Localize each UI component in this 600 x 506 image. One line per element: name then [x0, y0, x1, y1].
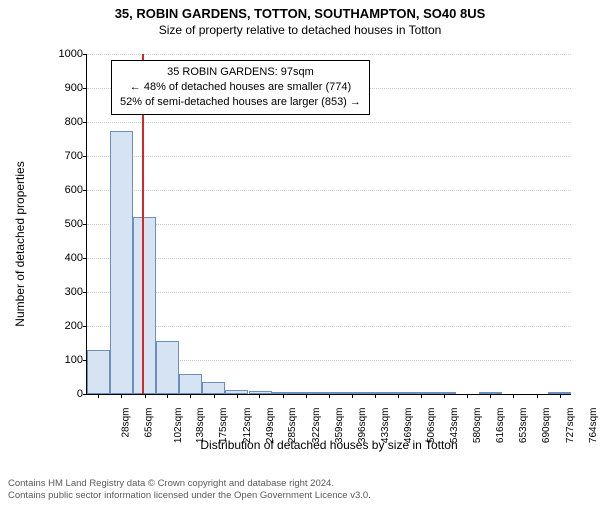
x-tick-label: 28sqm — [121, 408, 132, 438]
x-tick-label: 764sqm — [588, 408, 599, 444]
x-tick-label: 469sqm — [403, 408, 414, 444]
gridline — [87, 292, 571, 293]
y-tick-label: 900 — [49, 82, 83, 94]
info-box-line: 35 ROBIN GARDENS: 97sqm — [120, 65, 361, 80]
histogram-bar — [110, 131, 133, 395]
info-box-line: 52% of semi-detached houses are larger (… — [120, 95, 361, 110]
gridline — [87, 156, 571, 157]
x-tick-label: 580sqm — [472, 408, 483, 444]
gridline — [87, 190, 571, 191]
info-box-line: ← 48% of detached houses are smaller (77… — [120, 80, 361, 95]
histogram-bar — [156, 341, 179, 394]
chart-subtitle: Size of property relative to detached ho… — [0, 23, 600, 37]
histogram-bar — [87, 350, 110, 394]
x-tick-label: 285sqm — [287, 408, 298, 444]
gridline — [87, 224, 571, 225]
x-tick-label: 102sqm — [173, 408, 184, 444]
x-tick-label: 616sqm — [495, 408, 506, 444]
x-axis-label: Distribution of detached houses by size … — [200, 438, 457, 452]
x-tick-label: 322sqm — [311, 408, 322, 444]
x-tick-label: 433sqm — [380, 408, 391, 444]
x-tick-label: 543sqm — [449, 408, 460, 444]
x-tick-label: 212sqm — [242, 408, 253, 444]
y-tick-label: 500 — [49, 218, 83, 230]
y-tick-label: 1000 — [49, 48, 83, 60]
plot-wrap: Number of detached properties Distributi… — [50, 54, 580, 434]
x-tick-label: 396sqm — [357, 408, 368, 444]
footer-line-2: Contains public sector information licen… — [8, 490, 371, 502]
gridline — [87, 326, 571, 327]
y-tick-label: 0 — [49, 388, 83, 400]
histogram-bar — [202, 382, 225, 394]
x-tick-label: 359sqm — [334, 408, 345, 444]
histogram-bar — [179, 374, 202, 394]
x-tick-label: 249sqm — [265, 408, 276, 444]
plot-area: Distribution of detached houses by size … — [86, 54, 571, 395]
gridline — [87, 54, 571, 55]
y-tick-label: 300 — [49, 286, 83, 298]
y-tick-label: 400 — [49, 252, 83, 264]
gridline — [87, 122, 571, 123]
histogram-bar — [133, 217, 156, 394]
gridline — [87, 258, 571, 259]
y-tick-label: 200 — [49, 320, 83, 332]
y-tick-label: 100 — [49, 354, 83, 366]
footer: Contains HM Land Registry data © Crown c… — [8, 478, 371, 502]
y-tick-label: 700 — [49, 150, 83, 162]
x-tick-label: 65sqm — [144, 408, 155, 438]
x-tick-label: 690sqm — [541, 408, 552, 444]
y-tick-label: 600 — [49, 184, 83, 196]
x-tick-label: 175sqm — [219, 408, 230, 444]
info-box: 35 ROBIN GARDENS: 97sqm← 48% of detached… — [111, 60, 370, 115]
x-tick-label: 138sqm — [195, 408, 206, 444]
chart-title: 35, ROBIN GARDENS, TOTTON, SOUTHAMPTON, … — [0, 6, 600, 21]
y-axis-label: Number of detached properties — [13, 161, 27, 326]
x-tick-label: 506sqm — [426, 408, 437, 444]
x-tick-label: 727sqm — [565, 408, 576, 444]
footer-line-1: Contains HM Land Registry data © Crown c… — [8, 478, 371, 490]
x-tick-label: 653sqm — [518, 408, 529, 444]
y-tick-label: 800 — [49, 116, 83, 128]
